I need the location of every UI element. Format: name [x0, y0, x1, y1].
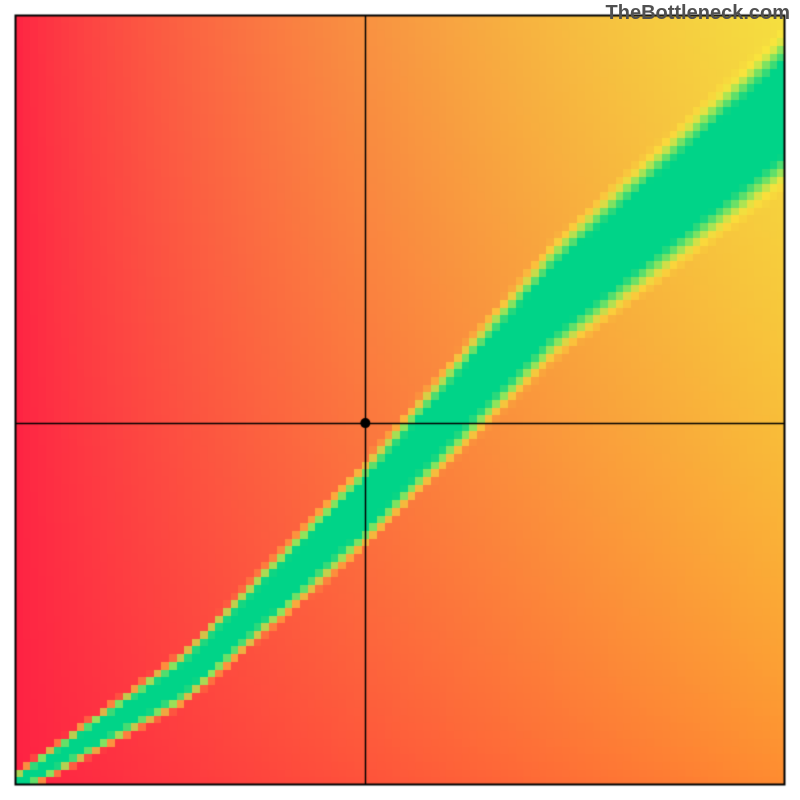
- watermark-text: TheBottleneck.com: [606, 2, 790, 25]
- heatmap-canvas: [0, 0, 800, 800]
- chart-stage: TheBottleneck.com: [0, 0, 800, 800]
